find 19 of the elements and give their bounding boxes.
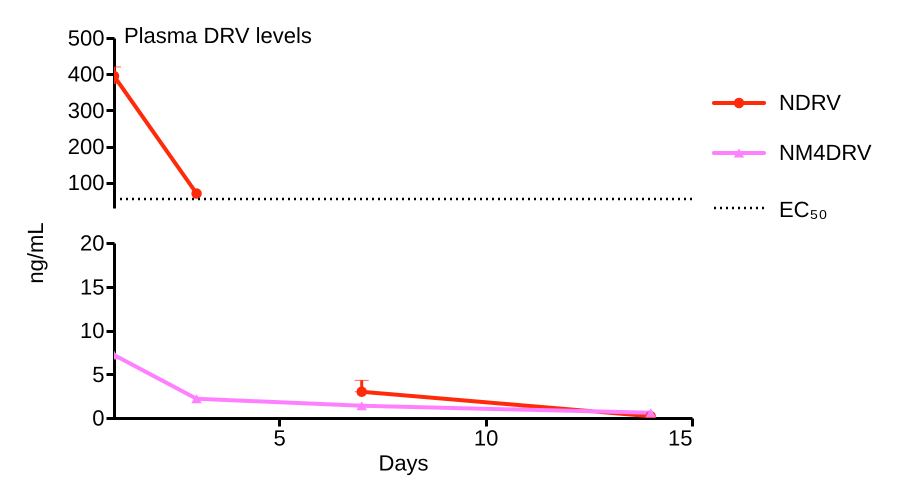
x-tick-label: 5 [274, 426, 286, 450]
y-tick-label: 5 [92, 362, 104, 387]
ref-line-label: EC₅₀ [779, 197, 828, 222]
chart-title: Plasma DRV levels [124, 23, 312, 48]
legend-label: NDRV [779, 90, 842, 115]
y-tick-label: 0 [92, 406, 104, 430]
x-axis-title: Days [378, 450, 429, 476]
y-tick-label: 400 [68, 62, 104, 87]
y-tick-label: 10 [80, 318, 104, 343]
y-tick-label: 15 [80, 274, 104, 300]
x-tick-label: 10 [474, 426, 498, 450]
y-tick-label: 20 [80, 230, 104, 256]
y-tick-label: 100 [68, 170, 104, 196]
y-axis-title: ng/mL [23, 222, 48, 284]
y-tick-label: 500 [68, 26, 104, 50]
x-tick-label: 15 [668, 426, 692, 450]
legend-label: NM4DRV [779, 140, 872, 165]
y-tick-label: 200 [68, 134, 104, 160]
y-tick-label: 300 [68, 98, 104, 123]
